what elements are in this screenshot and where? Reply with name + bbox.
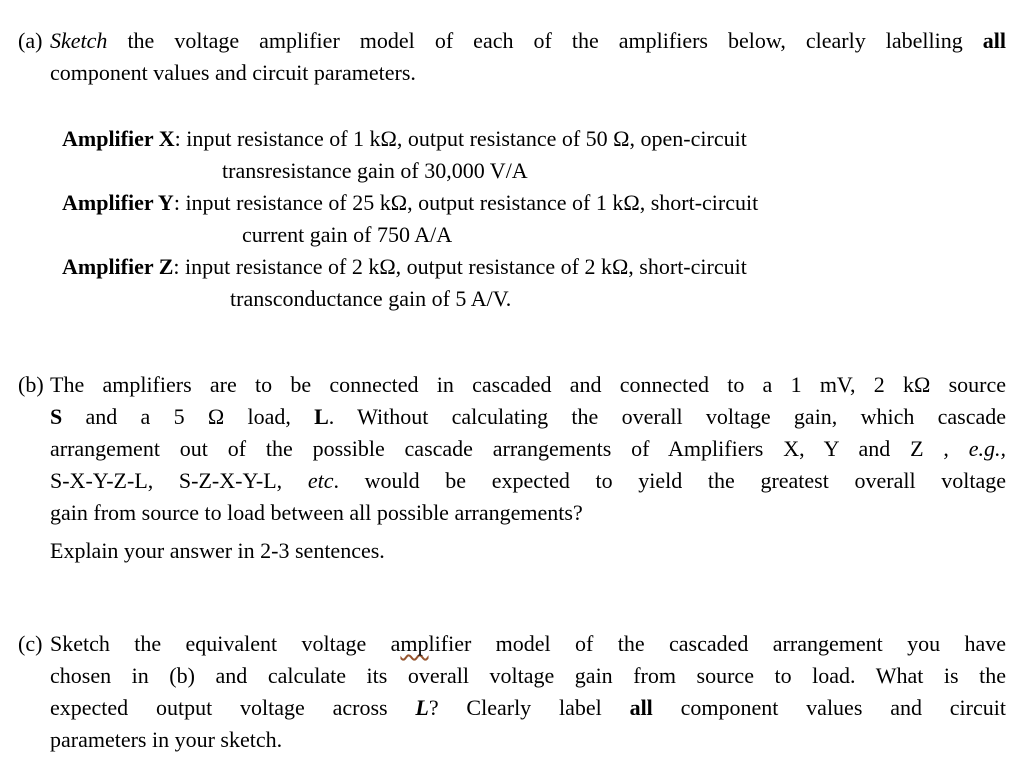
amplifier-z-spec-line-2: transconductance gain of 5 A/V. (230, 283, 1006, 315)
section-a-label: (a) (18, 28, 43, 53)
section-c-line-2: chosen in (b) and calculate its overall … (50, 660, 1006, 692)
amplifier-specs: Amplifier X: input resistance of 1 kΩ, o… (50, 123, 1006, 315)
text-run: Amplifier Z (62, 254, 174, 279)
text-run: S (50, 404, 63, 429)
text-run: the voltage amplifier model of each of t… (107, 28, 983, 53)
section-c-label: (c) (18, 631, 43, 656)
section-c-line-1: Sketch the equivalent voltage amplifier … (50, 628, 1006, 660)
text-run: component values and circuit parameters. (50, 60, 416, 85)
text-run: lifier model of the cascaded arrangement… (428, 631, 1006, 656)
text-run: expected output voltage across (50, 695, 416, 720)
section-a-line-2: component values and circuit parameters. (50, 57, 1006, 89)
text-run: gain from source to load between all pos… (50, 500, 583, 525)
spellcheck-squiggle-text-run: mp (400, 631, 429, 656)
text-run: transconductance gain of 5 A/V. (230, 286, 512, 311)
amplifier-x-spec-line-2: transresistance gain of 30,000 V/A (222, 155, 1006, 187)
text-run: arrangement out of the possible cascade … (50, 436, 969, 461)
text-run: all (629, 695, 653, 720)
text-run: parameters in your sketch. (50, 727, 283, 752)
text-run: Explain your answer in 2-3 sentences. (50, 538, 385, 563)
amplifier-z-spec-line-1: Amplifier Z: input resistance of 2 kΩ, o… (62, 251, 1006, 283)
section-b-explain-line: Explain your answer in 2-3 sentences. (50, 535, 1006, 567)
section-b-line-5: gain from source to load between all pos… (50, 497, 1006, 529)
amplifier-y-spec-line-2: current gain of 750 A/A (242, 219, 1006, 251)
amplifier-x-spec-line-1: Amplifier X: input resistance of 1 kΩ, o… (62, 123, 1006, 155)
text-run: ? Clearly label (428, 695, 630, 720)
text-run: current gain of 750 A/A (242, 222, 453, 247)
section-c-line-3: expected output voltage across L? Clearl… (50, 692, 1006, 724)
section-b-label: (b) (18, 372, 44, 397)
text-run: component values and circuit (652, 695, 1006, 720)
text-run: . would be expected to yield the greates… (333, 468, 1006, 493)
text-run: and a 5 Ω load, (62, 404, 315, 429)
text-run: The amplifiers are to be connected in ca… (50, 372, 1006, 397)
section-c: (c) Sketch the equivalent voltage amplif… (18, 628, 1006, 756)
text-run: Sketch the equivalent voltage a (50, 631, 401, 656)
text-run: Amplifier X (62, 126, 175, 151)
amplifier-y-spec-line-1: Amplifier Y: input resistance of 25 kΩ, … (62, 187, 1006, 219)
section-b-line-3: arrangement out of the possible cascade … (50, 433, 1006, 465)
text-run: . Without calculating the overall voltag… (328, 404, 1006, 429)
text-run: : input resistance of 2 kΩ, output resis… (173, 254, 747, 279)
text-run: L (415, 695, 429, 720)
text-run: etc (307, 468, 334, 493)
section-a-line-1: Sketch the voltage amplifier model of ea… (50, 25, 1006, 57)
text-run: e.g., (968, 436, 1006, 461)
section-b-line-2: S and a 5 Ω load, L. Without calculating… (50, 401, 1006, 433)
section-c-line-4: parameters in your sketch. (50, 724, 1006, 756)
section-a: (a) Sketch the voltage amplifier model o… (18, 25, 1006, 89)
section-b-line-1: The amplifiers are to be connected in ca… (50, 369, 1006, 401)
text-run: L (314, 404, 329, 429)
text-run: S-X-Y-Z-L, S-Z-X-Y-L, (50, 468, 308, 493)
text-run: chosen in (b) and calculate its overall … (50, 663, 1006, 688)
text-run: all (982, 28, 1006, 53)
section-b: (b) The amplifiers are to be connected i… (18, 369, 1006, 567)
text-run: transresistance gain of 30,000 V/A (222, 158, 528, 183)
text-run: : input resistance of 25 kΩ, output resi… (173, 190, 759, 215)
section-b-line-4: S-X-Y-Z-L, S-Z-X-Y-L, etc. would be expe… (50, 465, 1006, 497)
text-run: : input resistance of 1 kΩ, output resis… (174, 126, 747, 151)
text-run: Sketch (50, 28, 108, 53)
text-run: Amplifier Y (62, 190, 174, 215)
